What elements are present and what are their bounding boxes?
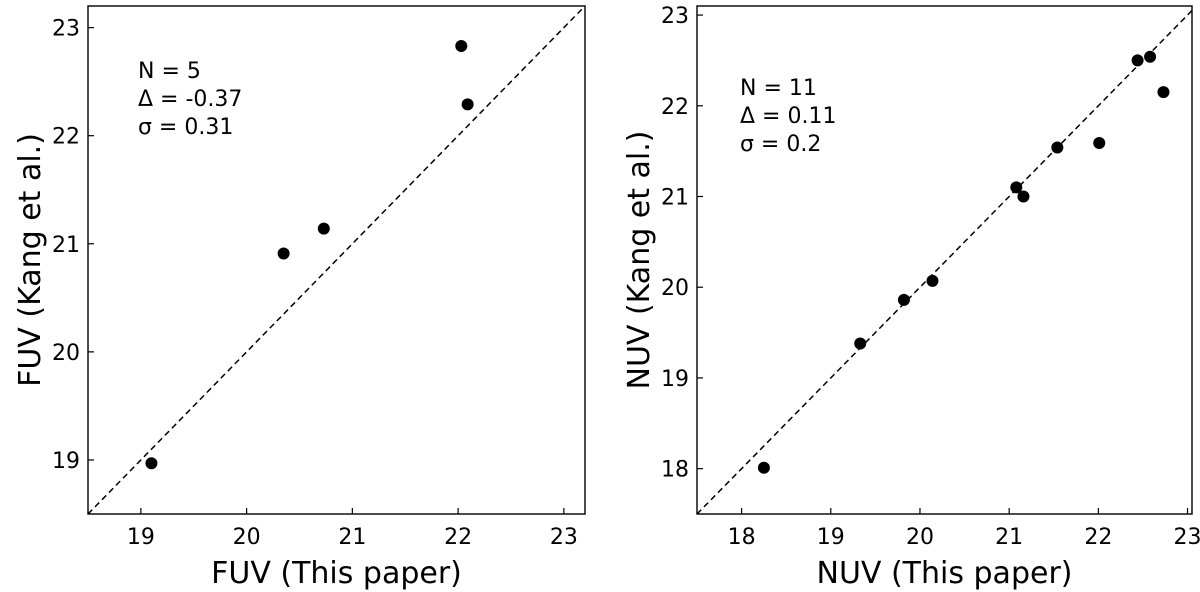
data-point-nuv-6 <box>1017 190 1030 203</box>
y-tick-label-nuv-18: 18 <box>661 458 689 483</box>
y-tick-label-nuv-22: 22 <box>661 95 689 120</box>
annotation-fuv-2: Δ = -0.37 <box>138 87 242 112</box>
x-tick-label-nuv-18: 18 <box>728 525 756 550</box>
data-point-nuv-2 <box>854 337 867 350</box>
data-point-fuv-5 <box>461 98 474 111</box>
panel-fuv: 19 20 21 22 23 19 20 21 22 23 N = 5 Δ = -0.37 σ = 0.… <box>13 5 586 591</box>
x-axis-title-nuv: NUV (This paper) <box>817 556 1073 591</box>
data-point-fuv-3 <box>317 222 330 235</box>
x-tick-label-nuv-21: 21 <box>995 525 1023 550</box>
annotation-fuv-3: σ = 0.31 <box>138 115 233 140</box>
y-axis-title-fuv: FUV (Kang et al.) <box>13 133 48 387</box>
x-tick-label-fuv-22: 22 <box>444 525 472 550</box>
x-tick-label-nuv-23: 23 <box>1174 525 1200 550</box>
data-point-nuv-1 <box>757 461 770 474</box>
data-point-fuv-4 <box>455 39 468 52</box>
annotation-nuv-1: N = 11 <box>740 76 817 101</box>
data-point-nuv-11 <box>1157 86 1170 99</box>
data-point-nuv-7 <box>1051 141 1064 154</box>
annotation-nuv-2: Δ = 0.11 <box>740 104 836 129</box>
y-tick-label-nuv-19: 19 <box>661 367 689 392</box>
panel-nuv: 18 19 20 21 22 23 18 19 20 21 22 23 N = 11 Δ = 0.11 σ … <box>622 4 1200 591</box>
annotation-fuv-1: N = 5 <box>138 59 201 84</box>
annotation-nuv-3: σ = 0.2 <box>740 132 821 157</box>
data-point-nuv-10 <box>1144 50 1157 63</box>
x-tick-label-fuv-19: 19 <box>127 525 155 550</box>
x-axis-title-fuv: FUV (This paper) <box>211 556 462 591</box>
x-tick-label-nuv-19: 19 <box>817 525 845 550</box>
identity-line-fuv <box>87 5 586 515</box>
data-point-nuv-4 <box>926 274 939 287</box>
y-tick-label-nuv-20: 20 <box>661 276 689 301</box>
y-tick-label-fuv-22: 22 <box>52 125 80 150</box>
identity-line-nuv <box>696 10 1193 515</box>
data-point-nuv-5 <box>1010 181 1023 194</box>
data-point-nuv-8 <box>1093 136 1106 149</box>
x-tick-label-nuv-22: 22 <box>1084 525 1112 550</box>
x-tick-label-fuv-20: 20 <box>233 525 261 550</box>
plot-frame-nuv <box>696 5 1193 515</box>
y-tick-label-nuv-23: 23 <box>661 4 689 29</box>
y-tick-label-fuv-23: 23 <box>52 17 80 42</box>
data-point-nuv-3 <box>897 293 910 306</box>
data-point-fuv-2 <box>277 247 290 260</box>
y-tick-label-fuv-19: 19 <box>52 449 80 474</box>
x-tick-label-fuv-23: 23 <box>550 525 578 550</box>
y-axis-title-nuv: NUV (Kang et al.) <box>622 131 657 390</box>
plot-frame-fuv <box>87 5 586 515</box>
data-point-fuv-1 <box>145 457 158 470</box>
y-tick-label-fuv-20: 20 <box>52 341 80 366</box>
y-tick-label-nuv-21: 21 <box>661 186 689 211</box>
x-tick-label-fuv-21: 21 <box>338 525 366 550</box>
data-point-nuv-9 <box>1131 54 1144 67</box>
x-tick-label-nuv-20: 20 <box>906 525 934 550</box>
y-tick-label-fuv-21: 21 <box>52 233 80 258</box>
